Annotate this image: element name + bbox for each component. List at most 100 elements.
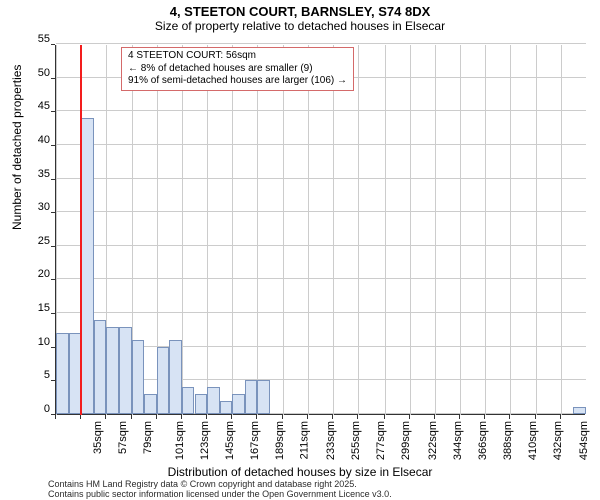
gridline-v: [561, 45, 562, 415]
xlabel: Distribution of detached houses by size …: [0, 465, 600, 479]
ytick-label: 10: [0, 336, 50, 348]
xtick-label: 167sqm: [249, 421, 261, 460]
marker-line: [80, 45, 82, 415]
footer-line2: Contains public sector information licen…: [48, 490, 392, 500]
xtick-label: 211sqm: [299, 421, 311, 459]
ytick-mark: [51, 111, 55, 112]
bar: [195, 394, 208, 414]
ytick-label: 5: [0, 369, 50, 381]
bar: [56, 333, 69, 414]
ytick-mark: [51, 44, 55, 45]
xtick-label: 344sqm: [452, 421, 464, 460]
bar: [169, 340, 182, 414]
xtick-mark: [55, 415, 56, 419]
xtick-mark: [509, 415, 510, 419]
bar: [157, 347, 170, 414]
bar: [207, 387, 220, 414]
xtick-mark: [80, 415, 81, 419]
gridline-v: [510, 45, 511, 415]
xtick-mark: [357, 415, 358, 419]
gridline-h: [56, 245, 586, 246]
gridline-v: [182, 45, 183, 415]
xtick-mark: [156, 415, 157, 419]
ytick-label: 0: [0, 403, 50, 415]
ytick-mark: [51, 279, 55, 280]
xtick-label: 454sqm: [578, 421, 590, 460]
gridline-v: [257, 45, 258, 415]
bar: [245, 380, 258, 414]
xtick-label: 123sqm: [199, 421, 211, 460]
bar: [144, 394, 157, 414]
xtick-label: 432sqm: [553, 421, 565, 460]
xtick-label: 299sqm: [400, 421, 412, 460]
xtick-label: 277sqm: [375, 421, 387, 460]
xtick-mark: [459, 415, 460, 419]
ytick-label: 45: [0, 100, 50, 112]
xtick-mark: [384, 415, 385, 419]
gridline-h: [56, 110, 586, 111]
gridline-v: [460, 45, 461, 415]
gridline-v: [232, 45, 233, 415]
gridline-v: [333, 45, 334, 415]
gridline-v: [207, 45, 208, 415]
xtick-mark: [434, 415, 435, 419]
xtick-mark: [131, 415, 132, 419]
xtick-mark: [484, 415, 485, 419]
anno-line2: ← 8% of detached houses are smaller (9): [128, 63, 347, 76]
ytick-mark: [51, 380, 55, 381]
gridline-v: [385, 45, 386, 415]
chart-title: 4, STEETON COURT, BARNSLEY, S74 8DX Size…: [0, 0, 600, 33]
plot: 4 STEETON COURT: 56sqm ← 8% of detached …: [55, 45, 585, 415]
footer: Contains HM Land Registry data © Crown c…: [48, 480, 392, 500]
xtick-mark: [231, 415, 232, 419]
title-sub: Size of property relative to detached ho…: [0, 19, 600, 33]
ytick-mark: [51, 179, 55, 180]
bar: [132, 340, 145, 414]
ytick-label: 50: [0, 67, 50, 79]
gridline-v: [536, 45, 537, 415]
bar: [232, 394, 245, 414]
annotation-box: 4 STEETON COURT: 56sqm ← 8% of detached …: [121, 47, 354, 91]
title-main: 4, STEETON COURT, BARNSLEY, S74 8DX: [0, 4, 600, 19]
xtick-mark: [181, 415, 182, 419]
ytick-mark: [51, 313, 55, 314]
xtick-label: 410sqm: [527, 421, 539, 460]
gridline-h: [56, 312, 586, 313]
xtick-mark: [307, 415, 308, 419]
bar: [257, 380, 270, 414]
xtick-label: 388sqm: [502, 421, 514, 460]
xtick-label: 57sqm: [117, 421, 129, 454]
xtick-label: 101sqm: [174, 421, 186, 460]
xtick-label: 79sqm: [142, 421, 154, 454]
gridline-v: [358, 45, 359, 415]
xtick-label: 322sqm: [427, 421, 439, 460]
gridline-v: [283, 45, 284, 415]
anno-line1: 4 STEETON COURT: 56sqm: [128, 50, 347, 63]
xtick-mark: [409, 415, 410, 419]
gridline-h: [56, 43, 586, 44]
xtick-mark: [332, 415, 333, 419]
xtick-label: 189sqm: [274, 421, 286, 460]
ytick-mark: [51, 145, 55, 146]
xtick-mark: [206, 415, 207, 419]
ytick-label: 25: [0, 235, 50, 247]
bar: [119, 327, 132, 414]
gridline-h: [56, 144, 586, 145]
gridline-h: [56, 211, 586, 212]
xtick-label: 255sqm: [350, 421, 362, 460]
xtick-label: 35sqm: [92, 421, 104, 454]
xtick-mark: [105, 415, 106, 419]
gridline-h: [56, 178, 586, 179]
gridline-v: [485, 45, 486, 415]
ytick-mark: [51, 347, 55, 348]
ytick-mark: [51, 246, 55, 247]
ytick-mark: [51, 78, 55, 79]
bar: [94, 320, 107, 414]
gridline-v: [410, 45, 411, 415]
gridline-v: [308, 45, 309, 415]
ytick-label: 20: [0, 268, 50, 280]
ytick-label: 30: [0, 201, 50, 213]
bar: [182, 387, 195, 414]
bar: [220, 401, 233, 414]
ytick-label: 40: [0, 134, 50, 146]
